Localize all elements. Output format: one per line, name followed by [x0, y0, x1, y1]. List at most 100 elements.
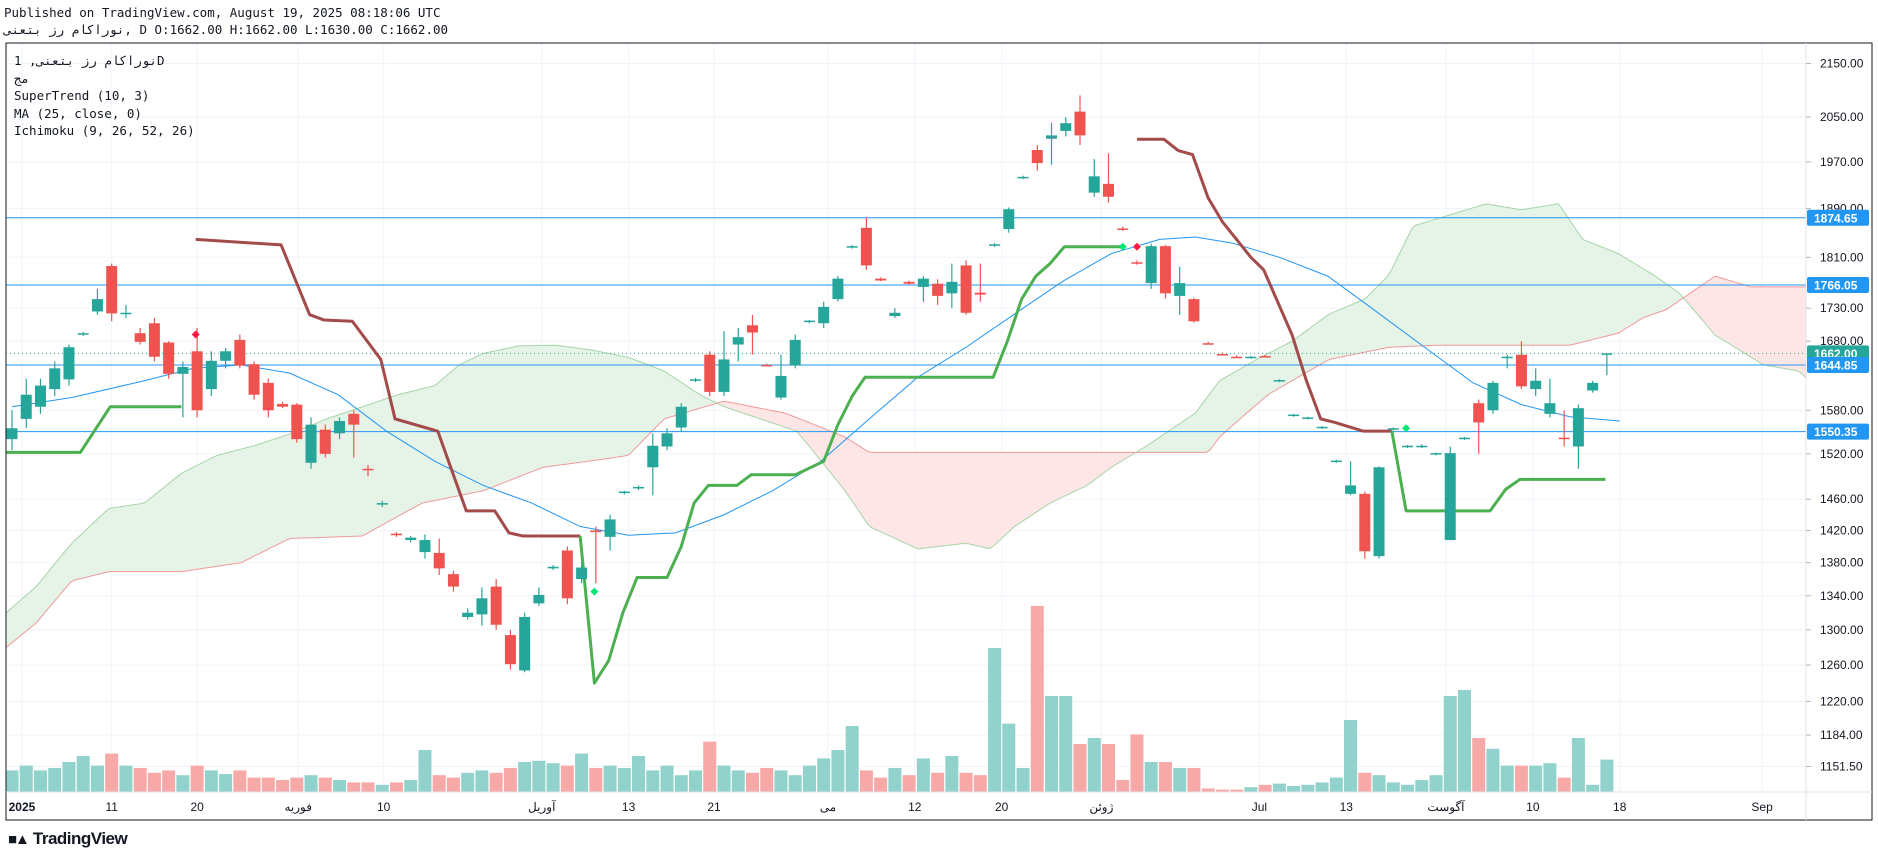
candle: [1231, 355, 1243, 359]
time-tick-label: Jul: [1252, 800, 1267, 814]
candle: [1031, 144, 1043, 171]
candle: [504, 629, 516, 670]
legend-subtitle: مج: [14, 70, 30, 86]
volume-bar: [859, 770, 873, 792]
volume-bar: [703, 741, 717, 792]
candle-body: [1430, 453, 1442, 455]
volume-bar: [147, 772, 161, 792]
candle: [1359, 491, 1371, 559]
volume-bar: [902, 775, 916, 792]
volume-bar: [717, 765, 731, 792]
volume-bar: [1087, 738, 1101, 792]
candle-body: [504, 635, 516, 665]
tradingview-logo-text: TradingView: [32, 829, 128, 848]
candle-body: [476, 598, 488, 615]
price-tick-label: 1520.00: [1820, 447, 1864, 461]
candle-body: [704, 354, 716, 392]
candle: [533, 587, 545, 606]
candle-body: [1288, 414, 1300, 417]
volume-bar: [247, 777, 261, 792]
tradingview-logo[interactable]: ■▲ TradingView: [8, 829, 128, 849]
candle: [860, 217, 872, 270]
ichimoku-cloud-bullish: [6, 203, 1806, 648]
candle-body: [1587, 382, 1599, 391]
candle: [191, 327, 203, 418]
volume-bar: [931, 772, 945, 792]
candle-body: [1416, 445, 1428, 448]
candle-body: [946, 281, 958, 294]
price-level-badge: 1766.05: [1807, 276, 1869, 293]
volume-bar: [532, 760, 546, 792]
supertrend-down-line: [195, 237, 581, 538]
candle-body: [1088, 176, 1100, 193]
time-tick-label: 13: [622, 800, 636, 814]
candle: [1515, 341, 1527, 390]
candle-body: [462, 612, 474, 617]
price-tick-label: 1680.00: [1820, 334, 1864, 348]
candle-body: [1316, 426, 1328, 429]
time-tick-label: آگوست: [1427, 799, 1465, 814]
candle-body: [832, 278, 844, 300]
volume-bar: [689, 770, 703, 792]
volume-bar: [560, 765, 574, 792]
candle-body: [490, 586, 502, 625]
candle-body: [1003, 209, 1015, 230]
candle: [348, 410, 360, 458]
candle: [234, 334, 246, 369]
volume-bar: [1230, 789, 1244, 792]
volume-bar: [1457, 690, 1471, 792]
volume-bar: [916, 758, 930, 792]
price-tick-label: 2050.00: [1820, 110, 1864, 124]
candle: [262, 378, 274, 418]
volume-bar: [617, 768, 631, 792]
legend-ma[interactable]: MA (25, close, 0): [14, 105, 142, 121]
time-tick-label: فوریه: [284, 800, 312, 814]
volume-bar: [1472, 738, 1486, 792]
volume-bar: [176, 775, 190, 792]
price-tick-label: 1460.00: [1820, 492, 1864, 506]
time-tick-label: آوریل: [528, 799, 556, 814]
volume-bar: [1016, 768, 1030, 792]
candle: [1330, 459, 1342, 463]
candle: [462, 608, 474, 620]
candle-body: [1601, 353, 1613, 355]
candle-body: [1273, 380, 1285, 382]
candle-body: [675, 406, 687, 428]
candle-body: [1017, 176, 1029, 179]
candle: [1259, 354, 1271, 358]
volume-bar: [361, 782, 375, 792]
candle: [704, 351, 716, 397]
chart-legend: نوراکام رز بتعنی, 1D مج SuperTrend (10, …: [14, 52, 195, 140]
price-axis: 2150.002050.001970.001890.001810.001730.…: [1806, 57, 1869, 773]
candle: [220, 347, 232, 369]
candle: [818, 301, 830, 328]
candle: [1060, 117, 1072, 137]
supertrend-up-line: [578, 245, 1123, 685]
time-tick-label: 13: [1340, 800, 1354, 814]
volume-bar: [1600, 759, 1614, 792]
volume-bar: [817, 758, 831, 792]
price-level-badge: 1874.65: [1807, 209, 1869, 226]
legend-symbol[interactable]: نوراکام رز بتعنی, 1D: [14, 53, 165, 68]
volume-bar: [660, 765, 674, 792]
legend-ichimoku[interactable]: Ichimoku (9, 26, 52, 26): [14, 123, 195, 138]
candle-body: [561, 550, 573, 599]
candle: [718, 331, 730, 397]
volume-bar: [1173, 768, 1187, 792]
candle-body: [305, 424, 317, 463]
volume-bar: [261, 777, 275, 792]
candle: [974, 263, 986, 302]
volume-bar: [404, 780, 418, 792]
volume-bar: [233, 770, 247, 792]
volume-bar: [788, 775, 802, 792]
candle: [1416, 444, 1428, 448]
candle-body: [1159, 246, 1171, 294]
candle-body: [547, 566, 559, 569]
volume-bar: [503, 768, 517, 792]
candle: [419, 534, 431, 559]
candle: [1530, 368, 1542, 397]
legend-supertrend[interactable]: SuperTrend (10, 3): [14, 88, 150, 103]
candle-body: [77, 333, 89, 335]
candle: [1473, 399, 1485, 454]
